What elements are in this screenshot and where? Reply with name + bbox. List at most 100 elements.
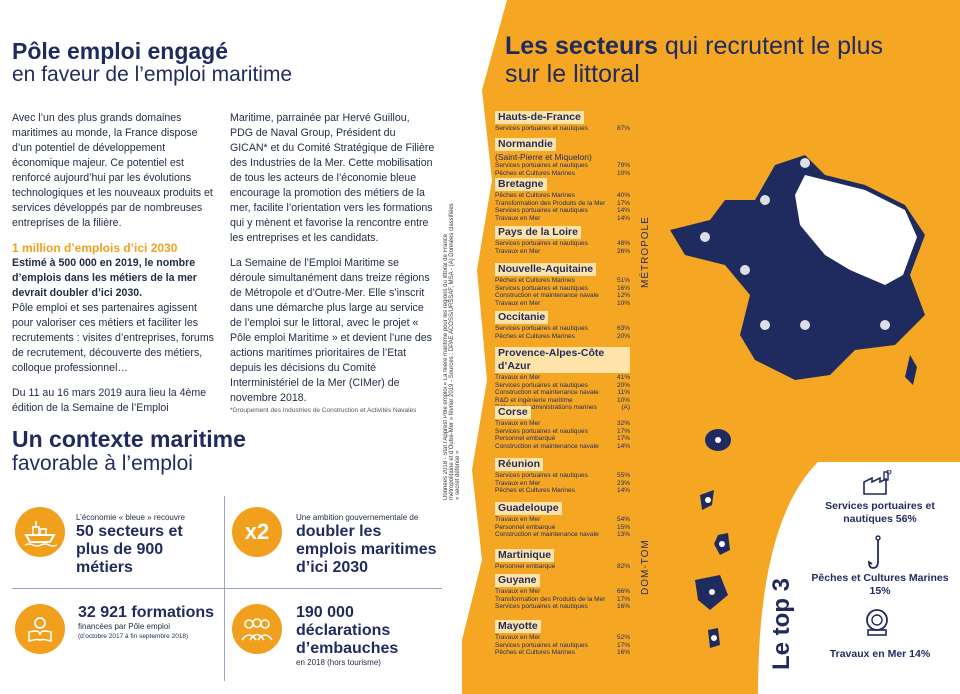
million-heading: 1 million d’emplois d’ici 2030: [12, 241, 178, 255]
metropole-label: MÉTROPOLE: [640, 216, 651, 288]
region-normandie: Normandie (Saint-Pierre et Miquelon) Ser…: [495, 138, 630, 177]
region-row: Construction et maintenance navale 11%: [495, 389, 630, 397]
stat-blue-economy: L’économie « bleue » recouvre 50 secteur…: [76, 513, 216, 577]
region-nouvelle-aquitaine: Nouvelle-Aquitaine Pêches et Cultures Ma…: [495, 263, 630, 307]
region-row: Services portuaires et nautiques 16%: [495, 284, 630, 292]
region-row: Pêches et Cultures Marines 40%: [495, 192, 630, 199]
people-icon: [232, 604, 282, 654]
week-paragraph: La Semaine de l’Emploi Maritime se dérou…: [230, 257, 432, 404]
region-guadeloupe: Guadeloupe Travaux en Mer 54% Personnel e…: [495, 502, 630, 539]
region-row: Services portuaires et nautiques 14%: [495, 207, 630, 215]
region-row: Transformation des Produits de la Mer 17%: [495, 199, 630, 207]
dom-tom-map: [695, 429, 731, 648]
region-row: Pêches et Cultures Marines 14%: [495, 487, 630, 495]
region-reunion: Réunion Services portuaires et nautiques…: [495, 458, 630, 495]
text-column-2: Maritime, parrainée par Hervé Guillou, P…: [230, 111, 435, 406]
dot-nouvelle-aquitaine: [760, 320, 770, 330]
stat-trainings-value: 32 921 formations: [78, 604, 215, 621]
region-row: Services portuaires et nautiques 63%: [495, 325, 630, 332]
region-name: Réunion: [495, 458, 543, 471]
region-row: Travaux en Mer 10%: [495, 299, 630, 307]
sectors-title: Les secteurs qui recrutent le plus sur l…: [505, 32, 905, 88]
top3-item-2: Pêches et Cultures Marines 15%: [811, 572, 949, 597]
region-guyane: Guyane Travaux en Mer 66% Transformation …: [495, 574, 630, 611]
top3-background: [758, 462, 960, 694]
title-main: Pôle emploi engagé: [12, 38, 228, 64]
stat-trainings-period: (d’octobre 2017 à fin septembre 2018): [78, 633, 189, 640]
region-row: Pêches et Cultures Marines 10%: [495, 169, 630, 177]
footnote: *Groupement des Industries de Constructi…: [230, 407, 417, 414]
title-main-sub: en faveur de l’emploi maritime: [12, 63, 293, 86]
region-row: Construction et maintenance navale 13%: [495, 531, 630, 539]
region-row: Services portuaires et nautiques 55%: [495, 472, 630, 479]
text-column-1: Avec l’un des plus grands domaines marit…: [12, 111, 217, 416]
factory-icon: [862, 469, 892, 501]
region-row: Services portuaires et nautiques 17%: [495, 641, 630, 649]
intro-paragraph: Avec l’un des plus grands domaines marit…: [12, 112, 213, 229]
stat-hirings: 190 000 déclarations d’embauches en 2018…: [296, 604, 446, 668]
region-name: Pays de la Loire: [495, 226, 581, 239]
region-row: Travaux en Mer 52%: [495, 634, 630, 641]
region-paca: Provence-Alpes-Côte d’Azur Travaux en Me…: [495, 347, 630, 412]
sponsor-paragraph: Maritime, parrainée par Hervé Guillou, P…: [230, 112, 435, 244]
region-name: Mayotte: [495, 620, 541, 633]
france-map: [670, 155, 925, 385]
region-row: Services portuaires et nautiques 17%: [495, 427, 630, 435]
region-name: Martinique: [495, 549, 555, 562]
stat-double-jobs-label: Une ambition gouvernementale de: [296, 513, 419, 522]
region-row: Travaux en Mer 26%: [495, 247, 630, 255]
stat-blue-economy-value: 50 secteurs et plus de 900 métiers: [76, 523, 183, 576]
region-corse: Corse Travaux en Mer 32% Services portuai…: [495, 406, 630, 450]
actions-paragraph: Pôle emploi et ses partenaires agissent …: [12, 302, 214, 374]
region-occitanie: Occitanie Services portuaires et nautiqu…: [495, 311, 630, 340]
region-row: R&D et ingénierie maritime 10%: [495, 396, 630, 404]
diving-helmet-icon: [864, 608, 890, 641]
top3-item-1: Services portuaires et nautiques 56%: [825, 500, 935, 525]
region-name: Guadeloupe: [495, 502, 562, 515]
region-row: Services portuaires et nautiques 16%: [495, 603, 630, 611]
domtom-label: DOM-TOM: [640, 539, 651, 595]
event-paragraph: Du 11 au 16 mars 2019 aura lieu la 4ème …: [12, 387, 207, 414]
region-row: Travaux en Mer 14%: [495, 214, 630, 222]
sectors-title-rest: qui recrutent le plus sur le littoral: [505, 32, 883, 88]
title-context: Un contexte maritime: [12, 426, 246, 452]
region-bretagne: Bretagne Pêches et Cultures Marines 40% T…: [495, 178, 630, 222]
region-row: Pêches et Cultures Marines 20%: [495, 332, 630, 340]
ship-icon: [15, 507, 65, 557]
region-name: Guyane: [495, 574, 540, 587]
region-row: Pêches et Cultures Marines 51%: [495, 277, 630, 284]
region-mayotte: Mayotte Travaux en Mer 52% Services portu…: [495, 620, 630, 657]
region-row: Services portuaires et nautiques 20%: [495, 381, 630, 389]
divider-vertical: [224, 496, 225, 681]
stat-hirings-label: en 2018 (hors tourisme): [296, 658, 381, 667]
region-name: Nouvelle-Aquitaine: [495, 263, 597, 276]
fishhook-icon: [868, 535, 888, 576]
region-row: Travaux en Mer 23%: [495, 479, 630, 487]
stat-double-jobs-value: doubler les emplois maritimes d’ici 2030: [296, 523, 437, 576]
dot-hauts-de-france: [800, 158, 810, 168]
region-extra: (Saint-Pierre et Miquelon): [495, 152, 592, 162]
top3-label: Le top 3: [768, 577, 795, 670]
stat-hirings-value: 190 000 déclarations d’embauches: [296, 604, 399, 657]
x2-icon: x2: [232, 507, 282, 557]
dot-bretagne: [700, 232, 710, 242]
region-row: Travaux en Mer 66%: [495, 588, 630, 595]
dot-pays-de-la-loire: [740, 265, 750, 275]
dot-occitanie: [800, 320, 810, 330]
sectors-title-bold: Les secteurs: [505, 32, 658, 60]
region-row: Services portuaires et nautiques 87%: [495, 125, 630, 132]
region-martinique: Martinique Personnel embarqué 82%: [495, 549, 630, 571]
region-name: Corse: [495, 406, 531, 419]
region-name: Bretagne: [495, 178, 547, 191]
dot-paca: [880, 320, 890, 330]
stat-trainings: 32 921 formations financées par Pôle emp…: [78, 604, 218, 642]
region-hauts-de-france: Hauts-de-France Services portuaires et n…: [495, 111, 630, 133]
region-row: Défense et administrations marines (A): [495, 404, 630, 412]
region-row: Personnel embarqué 82%: [495, 563, 630, 570]
region-row: Travaux en Mer 54%: [495, 516, 630, 523]
region-row: Pêches et Cultures Marines 16%: [495, 649, 630, 657]
region-row: Construction et maintenance navale 14%: [495, 442, 630, 450]
title-context-sub: favorable à l’emploi: [12, 452, 193, 475]
dot-normandie: [760, 195, 770, 205]
region-dots: [700, 158, 890, 330]
